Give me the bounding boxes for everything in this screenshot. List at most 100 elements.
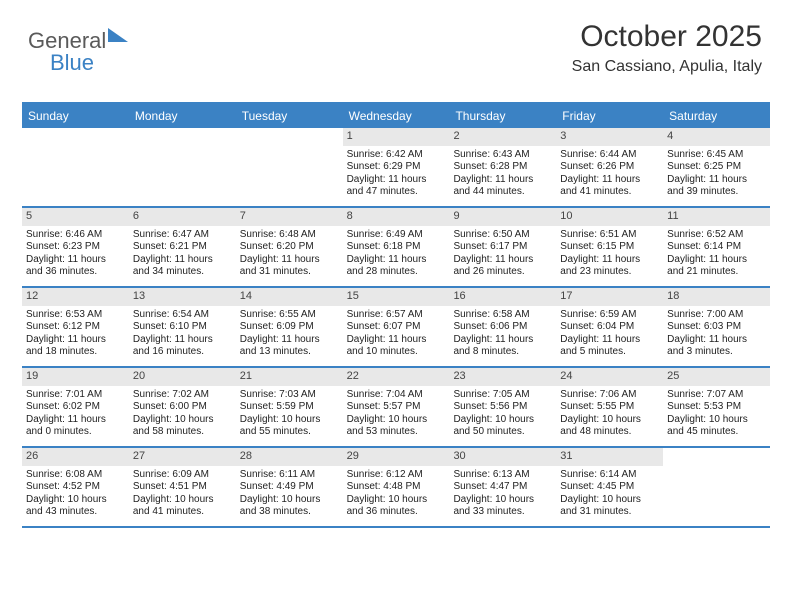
calendar-cell: 14 Sunrise: 6:55 AMSunset: 6:09 PMDayligh… <box>236 288 343 366</box>
day-details: Sunrise: 6:54 AMSunset: 6:10 PMDaylight:… <box>133 309 232 359</box>
day-details: Sunrise: 7:03 AMSunset: 5:59 PMDaylight:… <box>240 389 339 439</box>
calendar-cell: 25Sunrise: 7:07 AMSunset: 5:53 PMDayligh… <box>663 368 770 446</box>
calendar-cell: 26 Sunrise: 6:08 AMSunset: 4:52 PMDayligh… <box>22 448 129 526</box>
day-details: Sunrise: 6:47 AMSunset: 6:21 PMDaylight:… <box>133 229 232 279</box>
day-details: Sunrise: 6:45 AMSunset: 6:25 PMDaylight:… <box>667 149 766 199</box>
weekday-header: Monday <box>129 104 236 128</box>
day-details: Sunrise: 6:50 AMSunset: 6:17 PMDaylight:… <box>453 229 552 279</box>
weekday-header: Wednesday <box>343 104 450 128</box>
day-number: 27 <box>129 448 236 466</box>
day-number: 4 <box>663 128 770 146</box>
day-number: 6 <box>129 208 236 226</box>
page-subtitle: San Cassiano, Apulia, Italy <box>572 58 762 76</box>
calendar-cell: 30 Sunrise: 6:13 AMSunset: 4:47 PMDayligh… <box>449 448 556 526</box>
calendar-week: 12 Sunrise: 6:53 AMSunset: 6:12 PMDayligh… <box>22 288 770 368</box>
calendar-cell: 1 Sunrise: 6:42 AMSunset: 6:29 PMDaylight… <box>343 128 450 206</box>
logo-text-blue: Blue <box>50 50 94 76</box>
day-number: 17 <box>556 288 663 306</box>
day-number: 18 <box>663 288 770 306</box>
calendar-cell: 5 Sunrise: 6:46 AMSunset: 6:23 PMDaylight… <box>22 208 129 286</box>
calendar-cell: 22 Sunrise: 7:04 AMSunset: 5:57 PMDayligh… <box>343 368 450 446</box>
day-details: Sunrise: 6:57 AMSunset: 6:07 PMDaylight:… <box>347 309 446 359</box>
weekday-header: Saturday <box>663 104 770 128</box>
day-number: 28 <box>236 448 343 466</box>
day-number: 7 <box>236 208 343 226</box>
day-number: 2 <box>449 128 556 146</box>
day-number: 8 <box>343 208 450 226</box>
calendar-cell: 7 Sunrise: 6:48 AMSunset: 6:20 PMDaylight… <box>236 208 343 286</box>
day-details: Sunrise: 7:01 AMSunset: 6:02 PMDaylight:… <box>26 389 125 439</box>
day-number: 13 <box>129 288 236 306</box>
day-details: Sunrise: 7:04 AMSunset: 5:57 PMDaylight:… <box>347 389 446 439</box>
day-number: 11 <box>663 208 770 226</box>
day-number: 19 <box>22 368 129 386</box>
calendar-cell: 13 Sunrise: 6:54 AMSunset: 6:10 PMDayligh… <box>129 288 236 366</box>
calendar-cell <box>236 128 343 206</box>
day-number: 22 <box>343 368 450 386</box>
day-details: Sunrise: 6:44 AMSunset: 6:26 PMDaylight:… <box>560 149 659 199</box>
day-number: 29 <box>343 448 450 466</box>
calendar-week: 5 Sunrise: 6:46 AMSunset: 6:23 PMDaylight… <box>22 208 770 288</box>
day-details: Sunrise: 6:59 AMSunset: 6:04 PMDaylight:… <box>560 309 659 359</box>
day-number: 21 <box>236 368 343 386</box>
calendar-cell: 11 Sunrise: 6:52 AMSunset: 6:14 PMDayligh… <box>663 208 770 286</box>
day-details: Sunrise: 6:11 AMSunset: 4:49 PMDaylight:… <box>240 469 339 519</box>
weekday-header: Friday <box>556 104 663 128</box>
page-title: October 2025 <box>572 20 762 54</box>
calendar-cell: 18 Sunrise: 7:00 AMSunset: 6:03 PMDayligh… <box>663 288 770 366</box>
calendar-week: 1 Sunrise: 6:42 AMSunset: 6:29 PMDaylight… <box>22 128 770 208</box>
day-number: 14 <box>236 288 343 306</box>
calendar-cell <box>663 448 770 526</box>
calendar-cell: 12 Sunrise: 6:53 AMSunset: 6:12 PMDayligh… <box>22 288 129 366</box>
calendar-cell: 31Sunrise: 6:14 AMSunset: 4:45 PMDayligh… <box>556 448 663 526</box>
day-number: 15 <box>343 288 450 306</box>
day-details: Sunrise: 7:07 AMSunset: 5:53 PMDaylight:… <box>667 389 766 439</box>
day-details: Sunrise: 6:42 AMSunset: 6:29 PMDaylight:… <box>347 149 446 199</box>
calendar-cell: 9Sunrise: 6:50 AMSunset: 6:17 PMDaylight… <box>449 208 556 286</box>
calendar-cell: 16Sunrise: 6:58 AMSunset: 6:06 PMDayligh… <box>449 288 556 366</box>
day-number: 12 <box>22 288 129 306</box>
day-number: 20 <box>129 368 236 386</box>
day-details: Sunrise: 6:52 AMSunset: 6:14 PMDaylight:… <box>667 229 766 279</box>
day-details: Sunrise: 6:09 AMSunset: 4:51 PMDaylight:… <box>133 469 232 519</box>
calendar-cell: 4 Sunrise: 6:45 AMSunset: 6:25 PMDaylight… <box>663 128 770 206</box>
day-number: 23 <box>449 368 556 386</box>
day-number: 1 <box>343 128 450 146</box>
day-details: Sunrise: 7:00 AMSunset: 6:03 PMDaylight:… <box>667 309 766 359</box>
day-details: Sunrise: 6:53 AMSunset: 6:12 PMDaylight:… <box>26 309 125 359</box>
day-details: Sunrise: 6:13 AMSunset: 4:47 PMDaylight:… <box>453 469 552 519</box>
weekday-header: Sunday <box>22 104 129 128</box>
weekday-header: Thursday <box>449 104 556 128</box>
day-details: Sunrise: 7:05 AMSunset: 5:56 PMDaylight:… <box>453 389 552 439</box>
calendar-cell: 28 Sunrise: 6:11 AMSunset: 4:49 PMDayligh… <box>236 448 343 526</box>
day-details: Sunrise: 6:55 AMSunset: 6:09 PMDaylight:… <box>240 309 339 359</box>
day-details: Sunrise: 6:14 AMSunset: 4:45 PMDaylight:… <box>560 469 659 519</box>
calendar-cell: 2 Sunrise: 6:43 AMSunset: 6:28 PMDaylight… <box>449 128 556 206</box>
calendar-cell <box>22 128 129 206</box>
day-number: 30 <box>449 448 556 466</box>
day-details: Sunrise: 6:48 AMSunset: 6:20 PMDaylight:… <box>240 229 339 279</box>
day-details: Sunrise: 6:43 AMSunset: 6:28 PMDaylight:… <box>453 149 552 199</box>
calendar-cell: 24 Sunrise: 7:06 AMSunset: 5:55 PMDayligh… <box>556 368 663 446</box>
day-details: Sunrise: 6:46 AMSunset: 6:23 PMDaylight:… <box>26 229 125 279</box>
calendar: SundayMondayTuesdayWednesdayThursdayFrid… <box>22 102 770 528</box>
calendar-cell: 17 Sunrise: 6:59 AMSunset: 6:04 PMDayligh… <box>556 288 663 366</box>
weekday-header: Tuesday <box>236 104 343 128</box>
calendar-week: 26 Sunrise: 6:08 AMSunset: 4:52 PMDayligh… <box>22 448 770 528</box>
calendar-week: 19 Sunrise: 7:01 AMSunset: 6:02 PMDayligh… <box>22 368 770 448</box>
day-number: 24 <box>556 368 663 386</box>
day-details: Sunrise: 6:12 AMSunset: 4:48 PMDaylight:… <box>347 469 446 519</box>
calendar-cell: 27 Sunrise: 6:09 AMSunset: 4:51 PMDayligh… <box>129 448 236 526</box>
day-number: 16 <box>449 288 556 306</box>
day-details: Sunrise: 6:51 AMSunset: 6:15 PMDaylight:… <box>560 229 659 279</box>
day-details: Sunrise: 6:49 AMSunset: 6:18 PMDaylight:… <box>347 229 446 279</box>
day-number: 5 <box>22 208 129 226</box>
calendar-cell: 15 Sunrise: 6:57 AMSunset: 6:07 PMDayligh… <box>343 288 450 366</box>
weekday-header-row: SundayMondayTuesdayWednesdayThursdayFrid… <box>22 104 770 128</box>
day-details: Sunrise: 7:02 AMSunset: 6:00 PMDaylight:… <box>133 389 232 439</box>
calendar-cell: 8 Sunrise: 6:49 AMSunset: 6:18 PMDaylight… <box>343 208 450 286</box>
day-number: 3 <box>556 128 663 146</box>
day-details: Sunrise: 6:08 AMSunset: 4:52 PMDaylight:… <box>26 469 125 519</box>
day-number: 26 <box>22 448 129 466</box>
day-details: Sunrise: 7:06 AMSunset: 5:55 PMDaylight:… <box>560 389 659 439</box>
